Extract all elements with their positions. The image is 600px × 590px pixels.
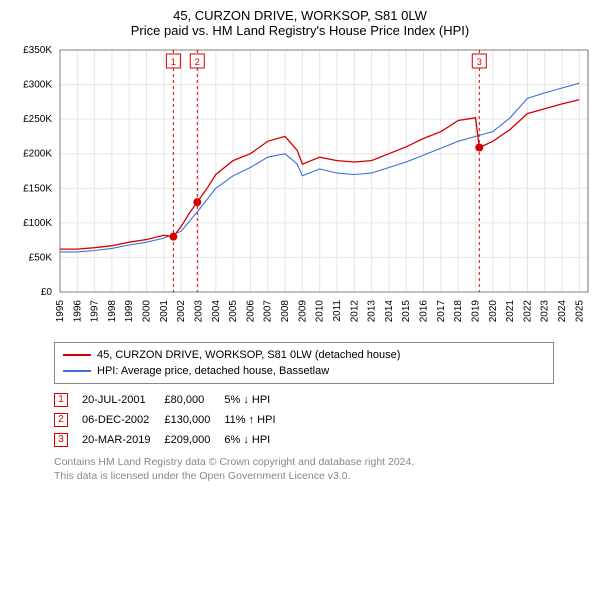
legend-label: 45, CURZON DRIVE, WORKSOP, S81 0LW (deta… (97, 347, 400, 363)
svg-text:1996: 1996 (72, 300, 83, 323)
chart-title: 45, CURZON DRIVE, WORKSOP, S81 0LW (10, 8, 590, 23)
attribution: Contains HM Land Registry data © Crown c… (54, 456, 590, 483)
svg-text:2010: 2010 (315, 300, 326, 323)
svg-text:2012: 2012 (349, 300, 360, 323)
svg-text:£200K: £200K (23, 149, 52, 160)
svg-text:2019: 2019 (470, 300, 481, 323)
svg-text:£350K: £350K (23, 45, 52, 56)
svg-text:2016: 2016 (419, 300, 430, 323)
svg-text:2005: 2005 (228, 300, 239, 323)
event-number-box: 2 (54, 413, 68, 427)
svg-text:2022: 2022 (522, 300, 533, 323)
svg-text:2001: 2001 (159, 300, 170, 323)
svg-text:2003: 2003 (193, 300, 204, 323)
legend-item: 45, CURZON DRIVE, WORKSOP, S81 0LW (deta… (63, 347, 545, 363)
svg-text:£100K: £100K (23, 218, 52, 229)
chart-area: £0£50K£100K£150K£200K£250K£300K£350K1995… (54, 44, 580, 334)
svg-text:2: 2 (195, 57, 200, 67)
event-row: 1 20-JUL-2001£80,0005% ↓ HPI (54, 390, 290, 410)
svg-text:2023: 2023 (540, 300, 551, 323)
svg-text:£150K: £150K (23, 183, 52, 194)
svg-text:1997: 1997 (90, 300, 101, 323)
event-number-box: 1 (54, 393, 68, 407)
svg-text:£50K: £50K (29, 252, 53, 263)
legend-swatch (63, 370, 91, 372)
svg-text:2009: 2009 (297, 300, 308, 323)
svg-text:2017: 2017 (436, 300, 447, 323)
svg-text:2004: 2004 (211, 300, 222, 323)
footer-line: Contains HM Land Registry data © Crown c… (54, 456, 590, 470)
event-price: £80,000 (164, 390, 224, 410)
chart-subtitle: Price paid vs. HM Land Registry's House … (10, 23, 590, 38)
svg-text:2015: 2015 (401, 300, 412, 323)
event-date: 06-DEC-2002 (82, 410, 164, 430)
line-chart: £0£50K£100K£150K£200K£250K£300K£350K1995… (54, 44, 594, 334)
svg-text:2014: 2014 (384, 300, 395, 323)
svg-text:2025: 2025 (574, 300, 585, 323)
event-table: 1 20-JUL-2001£80,0005% ↓ HPI 2 06-DEC-2002£… (54, 390, 590, 450)
event-price: £209,000 (164, 430, 224, 450)
svg-text:2002: 2002 (176, 300, 187, 323)
svg-text:2020: 2020 (488, 300, 499, 323)
event-date: 20-JUL-2001 (82, 390, 164, 410)
event-delta: 11% ↑ HPI (224, 410, 289, 430)
event-price: £130,000 (164, 410, 224, 430)
svg-text:2013: 2013 (367, 300, 378, 323)
svg-text:2011: 2011 (332, 300, 343, 322)
svg-text:2006: 2006 (245, 300, 256, 323)
event-number-box: 3 (54, 433, 68, 447)
svg-text:2018: 2018 (453, 300, 464, 323)
svg-text:2000: 2000 (142, 300, 153, 323)
svg-text:£0: £0 (41, 287, 53, 298)
legend: 45, CURZON DRIVE, WORKSOP, S81 0LW (deta… (54, 342, 554, 384)
svg-text:2021: 2021 (505, 300, 516, 323)
event-row: 3 20-MAR-2019£209,0006% ↓ HPI (54, 430, 290, 450)
svg-text:2008: 2008 (280, 300, 291, 323)
event-date: 20-MAR-2019 (82, 430, 164, 450)
event-delta: 6% ↓ HPI (224, 430, 289, 450)
event-row: 2 06-DEC-2002£130,00011% ↑ HPI (54, 410, 290, 430)
legend-item: HPI: Average price, detached house, Bass… (63, 363, 545, 379)
legend-swatch (63, 354, 91, 356)
svg-text:2024: 2024 (557, 300, 568, 323)
svg-text:£300K: £300K (23, 80, 52, 91)
svg-text:1: 1 (171, 57, 176, 67)
event-delta: 5% ↓ HPI (224, 390, 289, 410)
footer-line: This data is licensed under the Open Gov… (54, 470, 590, 484)
svg-text:1999: 1999 (124, 300, 135, 323)
svg-text:£250K: £250K (23, 114, 52, 125)
svg-text:2007: 2007 (263, 300, 274, 323)
legend-label: HPI: Average price, detached house, Bass… (97, 363, 329, 379)
svg-text:1995: 1995 (55, 300, 66, 323)
svg-text:3: 3 (477, 57, 482, 67)
svg-text:1998: 1998 (107, 300, 118, 323)
